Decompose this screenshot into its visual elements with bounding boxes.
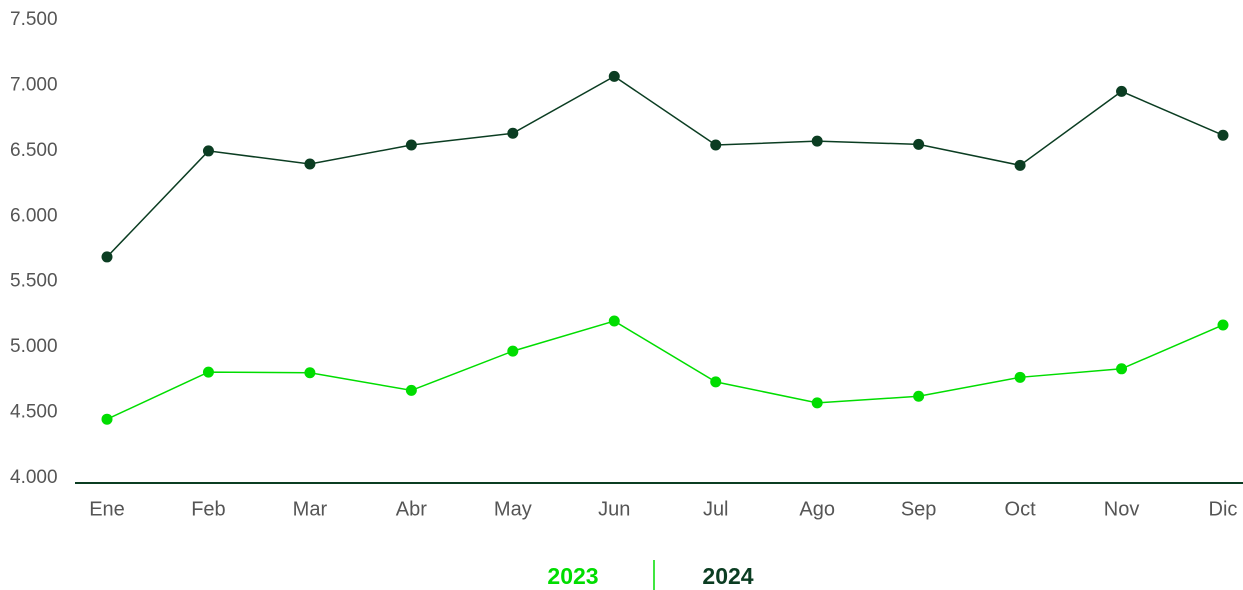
- data-point: [507, 127, 519, 139]
- x-tick-label: Sep: [901, 498, 937, 520]
- data-point: [710, 376, 722, 388]
- y-tick-label: 4.000: [10, 467, 58, 488]
- data-point: [405, 139, 417, 151]
- series-line: [106, 75, 1224, 258]
- data-point: [304, 158, 316, 170]
- y-tick-label: 6.000: [10, 205, 58, 226]
- y-tick-label: 7.500: [10, 9, 58, 30]
- y-tick-label: 4.500: [10, 402, 58, 423]
- data-point: [1217, 129, 1229, 141]
- data-point: [202, 366, 214, 378]
- x-tick-label: Ago: [799, 498, 835, 520]
- data-point: [1014, 371, 1026, 383]
- data-point: [608, 315, 620, 327]
- data-point: [811, 135, 823, 147]
- data-point: [608, 70, 620, 82]
- data-point: [1116, 363, 1128, 375]
- y-tick-label: 6.500: [10, 140, 58, 161]
- x-tick-label: Nov: [1104, 498, 1140, 520]
- data-point: [507, 345, 519, 357]
- x-tick-label: Jul: [703, 498, 729, 520]
- data-point: [710, 139, 722, 151]
- x-tick-label: Oct: [1005, 498, 1037, 520]
- data-point: [405, 384, 417, 396]
- x-tick-label: Feb: [191, 498, 225, 520]
- x-tick-label: Dic: [1209, 498, 1238, 520]
- data-point: [202, 145, 214, 157]
- x-tick-label: May: [494, 498, 532, 520]
- x-tick-label: Abr: [396, 498, 427, 520]
- x-tick-label: Jun: [598, 498, 630, 520]
- legend-label: 2024: [702, 563, 753, 589]
- data-point: [811, 397, 823, 409]
- data-point: [913, 390, 925, 402]
- data-point: [1014, 159, 1026, 171]
- y-tick-label: 5.500: [10, 271, 58, 292]
- data-point: [1116, 85, 1128, 97]
- data-point: [101, 413, 113, 425]
- data-point: [913, 138, 925, 150]
- legend-label: 2023: [547, 563, 598, 589]
- data-point: [304, 367, 316, 379]
- data-point: [1217, 319, 1229, 331]
- y-tick-label: 7.000: [10, 74, 58, 95]
- y-tick-label: 5.000: [10, 336, 58, 357]
- x-tick-label: Mar: [293, 498, 328, 520]
- x-tick-label: Ene: [89, 498, 125, 520]
- series-line: [106, 320, 1224, 420]
- data-point: [101, 251, 113, 263]
